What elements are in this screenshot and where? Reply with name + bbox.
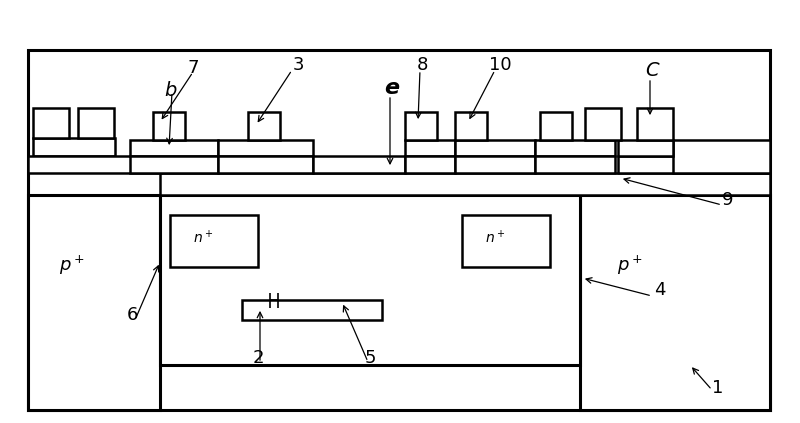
Text: $p^+$: $p^+$ — [59, 253, 85, 277]
Bar — [618, 140, 673, 156]
Text: C: C — [645, 60, 659, 80]
Text: 5: 5 — [364, 349, 376, 367]
Text: e: e — [385, 78, 399, 98]
Text: 10: 10 — [489, 56, 511, 74]
Text: $p^+$: $p^+$ — [617, 253, 643, 277]
Bar — [405, 156, 455, 173]
Bar — [218, 140, 313, 156]
Bar — [673, 140, 770, 173]
Bar — [405, 140, 455, 156]
Bar — [455, 140, 535, 156]
Bar — [130, 140, 218, 156]
Text: 1: 1 — [712, 379, 724, 397]
Text: 6: 6 — [126, 306, 138, 324]
Bar — [535, 140, 615, 156]
Bar — [313, 156, 405, 173]
Bar — [405, 112, 437, 140]
Text: $n^+$: $n^+$ — [193, 229, 213, 247]
Bar — [33, 138, 115, 156]
Text: 7: 7 — [187, 59, 198, 77]
Bar — [585, 108, 621, 140]
Bar — [242, 300, 382, 320]
Text: b: b — [164, 80, 176, 99]
Bar — [455, 156, 535, 173]
Bar — [170, 215, 258, 267]
Bar — [218, 156, 313, 173]
Bar — [248, 112, 280, 140]
Bar — [28, 156, 161, 173]
Bar — [618, 156, 770, 173]
Bar — [153, 112, 185, 140]
Bar — [28, 50, 770, 410]
Text: 3: 3 — [292, 56, 304, 74]
Bar — [78, 108, 114, 138]
Bar — [28, 195, 160, 410]
Bar — [540, 112, 572, 140]
Bar — [580, 195, 770, 410]
Text: 8: 8 — [416, 56, 428, 74]
Text: 4: 4 — [654, 281, 666, 299]
Text: 2: 2 — [252, 349, 264, 367]
Text: $n^+$: $n^+$ — [485, 229, 505, 247]
Bar — [455, 112, 487, 140]
Bar — [462, 215, 550, 267]
Bar — [33, 108, 69, 138]
Bar — [535, 156, 615, 173]
Bar — [160, 173, 770, 195]
Bar — [160, 195, 580, 365]
Bar — [637, 108, 673, 140]
Bar — [130, 156, 218, 173]
Text: 9: 9 — [722, 191, 734, 209]
